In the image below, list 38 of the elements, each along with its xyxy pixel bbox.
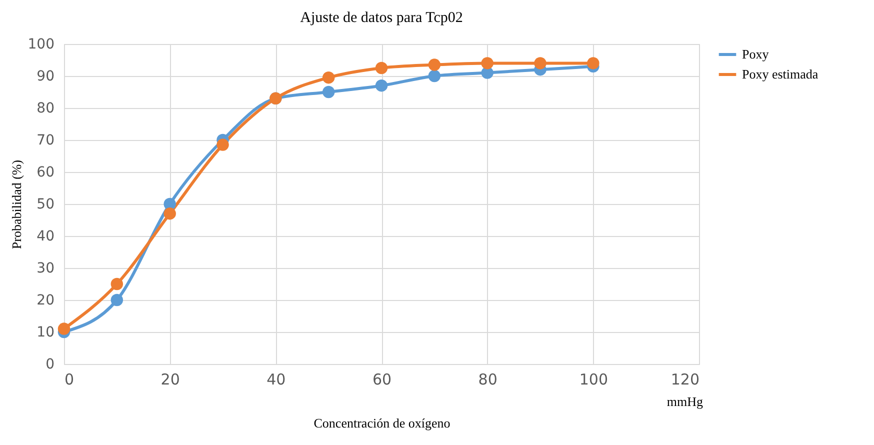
x-tick-label: 60 [372, 370, 392, 388]
x-tick-label: 120 [670, 370, 700, 388]
x-tick-label: 20 [160, 370, 180, 388]
x-tick-label: 0 [64, 370, 74, 388]
point [58, 322, 70, 335]
legend-label: Poxy [742, 46, 770, 62]
point [110, 278, 124, 290]
point [481, 57, 494, 70]
y-axis-title: Probabilidad (%) [8, 160, 24, 250]
point [375, 62, 388, 74]
y-tick-label: 50 [36, 196, 54, 212]
y-tick-label: 100 [28, 36, 54, 52]
y-tick-label: 70 [36, 132, 54, 148]
point [534, 57, 546, 70]
y-tick-label: 40 [36, 228, 54, 244]
point [428, 58, 441, 71]
point [216, 138, 229, 151]
point [322, 86, 335, 98]
y-tick-label: 0 [46, 356, 54, 372]
point [110, 294, 124, 306]
y-tick-label: 60 [36, 164, 54, 180]
y-tick-label: 30 [36, 260, 54, 276]
point [322, 71, 335, 84]
x-axis-title: Concentración de oxígeno [314, 416, 450, 430]
x-tick-label: 100 [579, 370, 608, 388]
point [428, 70, 441, 82]
chart-title: Ajuste de datos para Tcp02 [300, 10, 463, 26]
legend-label: Poxy estimada [742, 66, 818, 82]
point [587, 57, 600, 70]
y-tick-label: 20 [36, 292, 54, 308]
x-tick-label: 80 [478, 370, 498, 388]
x-tick-label: 40 [266, 370, 286, 388]
y-tick-label: 90 [36, 68, 54, 84]
text: mmHg [666, 394, 704, 409]
y-tick-label: 10 [36, 324, 54, 340]
point [375, 79, 388, 92]
point [164, 207, 176, 220]
y-tick-label: 80 [36, 100, 54, 116]
